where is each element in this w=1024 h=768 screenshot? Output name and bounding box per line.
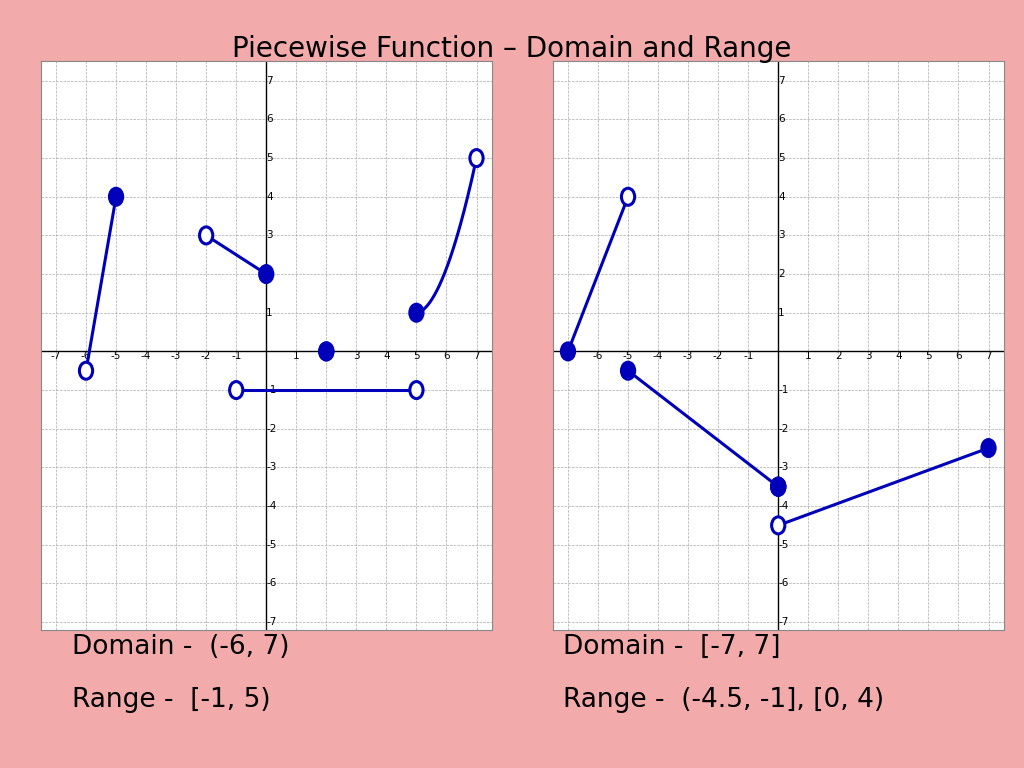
Circle shape — [410, 382, 423, 399]
Text: 6: 6 — [778, 114, 784, 124]
Circle shape — [982, 439, 995, 456]
Text: -4: -4 — [653, 352, 664, 362]
Text: Range -  [-1, 5): Range - [-1, 5) — [72, 687, 270, 713]
Text: 5: 5 — [266, 153, 272, 163]
Text: -6: -6 — [778, 578, 788, 588]
Text: -2: -2 — [266, 424, 276, 434]
Text: 3: 3 — [865, 352, 871, 362]
Circle shape — [410, 304, 423, 321]
Text: Domain -  [-7, 7]: Domain - [-7, 7] — [563, 634, 780, 660]
Circle shape — [561, 343, 574, 360]
Text: -4: -4 — [141, 352, 152, 362]
Text: -5: -5 — [778, 540, 788, 550]
Circle shape — [772, 517, 784, 534]
Text: -7: -7 — [778, 617, 788, 627]
Text: -2: -2 — [713, 352, 723, 362]
Circle shape — [622, 188, 635, 205]
Circle shape — [80, 362, 92, 379]
Text: -1: -1 — [743, 352, 754, 362]
Text: 2: 2 — [835, 352, 842, 362]
Text: 5: 5 — [925, 352, 932, 362]
Circle shape — [622, 362, 635, 379]
Text: -7: -7 — [563, 352, 573, 362]
Circle shape — [319, 343, 333, 360]
Text: -1: -1 — [231, 352, 242, 362]
Text: -5: -5 — [111, 352, 121, 362]
Circle shape — [110, 188, 123, 205]
Text: 1: 1 — [778, 308, 784, 318]
Text: -1: -1 — [266, 385, 276, 395]
Text: 6: 6 — [443, 352, 450, 362]
Circle shape — [772, 478, 784, 495]
Text: 2: 2 — [778, 269, 784, 279]
Circle shape — [772, 478, 784, 495]
Text: 2: 2 — [323, 352, 330, 362]
Text: 5: 5 — [778, 153, 784, 163]
Text: 6: 6 — [266, 114, 272, 124]
Text: 5: 5 — [413, 352, 420, 362]
Text: -5: -5 — [623, 352, 633, 362]
Text: 1: 1 — [805, 352, 812, 362]
Text: 4: 4 — [895, 352, 902, 362]
Text: 6: 6 — [955, 352, 962, 362]
Text: 7: 7 — [266, 76, 272, 86]
Text: 2: 2 — [266, 269, 272, 279]
Text: 7: 7 — [985, 352, 992, 362]
Circle shape — [260, 266, 272, 283]
Text: 1: 1 — [293, 352, 300, 362]
Text: 3: 3 — [266, 230, 272, 240]
Text: -2: -2 — [201, 352, 211, 362]
Circle shape — [470, 150, 483, 167]
Circle shape — [319, 343, 333, 360]
Text: -3: -3 — [171, 352, 181, 362]
Text: 7: 7 — [473, 352, 480, 362]
Text: -3: -3 — [778, 462, 788, 472]
Text: -6: -6 — [266, 578, 276, 588]
Text: 3: 3 — [353, 352, 359, 362]
Text: -1: -1 — [778, 385, 788, 395]
Text: 1: 1 — [266, 308, 272, 318]
Circle shape — [200, 227, 213, 244]
Text: -6: -6 — [81, 352, 91, 362]
Text: -5: -5 — [266, 540, 276, 550]
Text: 4: 4 — [266, 192, 272, 202]
Text: -3: -3 — [266, 462, 276, 472]
Text: -4: -4 — [266, 501, 276, 511]
Text: Range -  (-4.5, -1], [0, 4): Range - (-4.5, -1], [0, 4) — [563, 687, 885, 713]
Text: -7: -7 — [51, 352, 61, 362]
Text: Piecewise Function – Domain and Range: Piecewise Function – Domain and Range — [232, 35, 792, 62]
Text: -6: -6 — [593, 352, 603, 362]
Circle shape — [229, 382, 243, 399]
Text: 3: 3 — [778, 230, 784, 240]
Text: -2: -2 — [778, 424, 788, 434]
Text: 7: 7 — [778, 76, 784, 86]
Text: 4: 4 — [383, 352, 390, 362]
Text: 4: 4 — [778, 192, 784, 202]
Text: -4: -4 — [778, 501, 788, 511]
Text: -7: -7 — [266, 617, 276, 627]
Circle shape — [772, 478, 784, 495]
Text: Domain -  (-6, 7): Domain - (-6, 7) — [72, 634, 289, 660]
Text: -3: -3 — [683, 352, 693, 362]
